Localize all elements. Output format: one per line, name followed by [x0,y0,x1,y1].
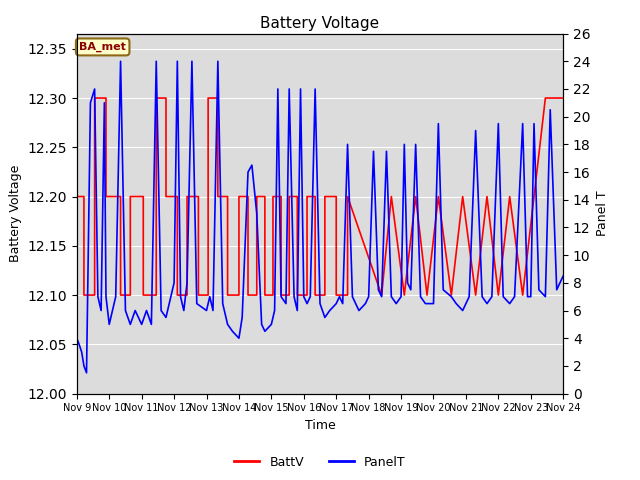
Text: BA_met: BA_met [79,42,126,52]
Y-axis label: Panel T: Panel T [596,191,609,237]
Title: Battery Voltage: Battery Voltage [260,16,380,31]
Legend: BattV, PanelT: BattV, PanelT [229,451,411,474]
X-axis label: Time: Time [305,419,335,432]
Y-axis label: Battery Voltage: Battery Voltage [9,165,22,262]
